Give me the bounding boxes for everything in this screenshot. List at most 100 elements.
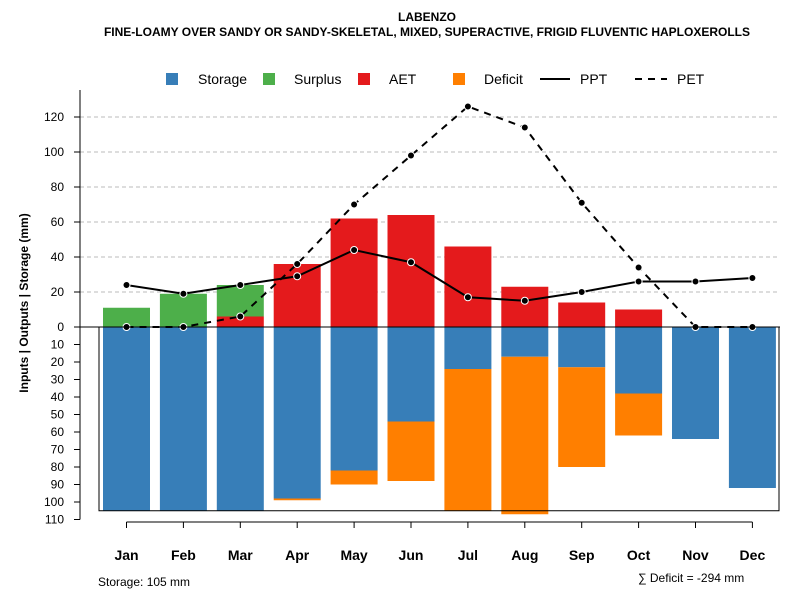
x-tick-label: Mar — [228, 547, 253, 563]
ppt-line-point — [179, 289, 188, 298]
aet-bar — [216, 316, 264, 327]
y-tick-label: 60 — [51, 425, 65, 439]
deficit-footer: ∑ Deficit = -294 mm — [638, 571, 744, 585]
ppt-line-point — [748, 274, 757, 282]
pet-line-point — [577, 198, 586, 207]
y-tick-label: 100 — [44, 145, 64, 159]
y-tick-label: 80 — [51, 180, 65, 194]
pet-line-point — [293, 260, 302, 268]
y-tick-label: 20 — [51, 355, 65, 369]
y-tick-label: 120 — [44, 110, 64, 124]
surplus-bar — [159, 293, 207, 327]
x-tick-label: May — [340, 547, 367, 563]
chart-title: LABENZO — [398, 10, 456, 24]
aet-bar — [615, 309, 663, 327]
storage-bar — [444, 327, 492, 369]
legend-label-pet: PET — [677, 71, 705, 87]
storage-bar — [501, 327, 549, 357]
legend-label-ppt: PPT — [580, 71, 608, 87]
ppt-line-point — [236, 281, 245, 289]
x-tick-label: Apr — [285, 547, 310, 563]
y-tick-label: 30 — [51, 373, 65, 387]
aet-bar — [501, 286, 549, 327]
deficit-bar — [558, 367, 606, 467]
storage-bar — [387, 327, 435, 422]
legend-swatch-aet — [358, 73, 370, 85]
storage-bar — [615, 327, 663, 394]
legend-label-surplus: Surplus — [294, 71, 341, 87]
ppt-line-point — [577, 288, 586, 296]
deficit-bar — [330, 470, 378, 485]
storage-bar — [728, 327, 776, 488]
pet-line — [126, 105, 753, 328]
deficit-bar — [387, 421, 435, 481]
storage-bar — [103, 327, 150, 511]
x-tick-label: Jul — [458, 547, 478, 563]
y-tick-label: 100 — [44, 495, 64, 509]
y-axis-label: Inputs | Outputs | Storage (mm) — [17, 213, 31, 392]
surplus-bar — [216, 285, 264, 317]
pet-line-point — [520, 123, 529, 132]
pet-line-point — [350, 200, 359, 209]
ppt-line-point — [463, 293, 472, 302]
ppt-line-point — [407, 258, 415, 267]
x-tick-label: Jun — [399, 547, 424, 563]
storage-footer: Storage: 105 mm — [98, 575, 190, 589]
lines — [122, 102, 757, 331]
y-tick-label: 50 — [51, 408, 65, 422]
ppt-line-point — [634, 277, 643, 286]
y-tick-label: 0 — [57, 320, 64, 334]
aet-bar — [558, 302, 606, 327]
y-tick-label: 60 — [51, 215, 65, 229]
storage-bar — [216, 327, 264, 511]
ppt-line — [126, 248, 753, 302]
legend: Storage Surplus AET Deficit PPT PET — [166, 71, 705, 87]
y-tick-label: 90 — [51, 478, 65, 492]
y-tick-label: 10 — [51, 338, 65, 352]
x-tick-label: Nov — [682, 547, 709, 563]
storage-bar — [558, 327, 606, 368]
storage-bar — [273, 327, 321, 499]
x-tick-label: Oct — [627, 547, 651, 563]
deficit-bar — [444, 369, 492, 511]
surplus-bar — [103, 307, 150, 327]
storage-bar — [672, 327, 719, 439]
bars — [103, 215, 776, 515]
y-tick-label: 40 — [51, 250, 65, 264]
pet-line-point — [463, 102, 472, 111]
y-tick-label: 80 — [51, 460, 65, 474]
pet-line-point — [236, 312, 245, 321]
ppt-line-point — [691, 277, 700, 286]
y-tick-label: 70 — [51, 443, 65, 457]
ppt-line-point — [520, 296, 529, 305]
legend-label-deficit: Deficit — [484, 71, 523, 87]
x-tick-label: Feb — [171, 547, 196, 563]
legend-swatch-surplus — [263, 73, 275, 85]
x-tick-label: Aug — [511, 547, 538, 563]
y-tick-label: 110 — [45, 513, 64, 527]
storage-bar — [159, 327, 207, 511]
y-tick-label: 20 — [51, 285, 65, 299]
pet-line-point — [407, 151, 415, 160]
x-tick-label: Sep — [569, 547, 595, 563]
legend-label-storage: Storage — [198, 71, 247, 87]
storage-bar — [330, 327, 378, 471]
deficit-bar — [615, 393, 663, 436]
aet-bar — [387, 215, 435, 327]
x-tick-label: Jan — [114, 547, 138, 563]
axes: 0 20 40 60 80 100 120 10 20 30 40 50 60 70 80 90 100 110 J… — [44, 90, 780, 563]
pet-line-point — [634, 263, 643, 272]
legend-label-aet: AET — [389, 71, 417, 87]
legend-swatch-storage — [166, 73, 178, 85]
chart-subtitle: FINE-LOAMY OVER SANDY OR SANDY-SKELETAL,… — [104, 25, 750, 39]
legend-swatch-deficit — [453, 73, 465, 85]
aet-bar — [330, 218, 378, 327]
deficit-bar — [273, 498, 321, 501]
x-tick-label: Dec — [740, 547, 766, 563]
ppt-line-point — [122, 281, 131, 289]
ppt-line-point — [293, 272, 302, 281]
ppt-line-point — [350, 246, 359, 254]
deficit-bar — [501, 356, 549, 515]
y-tick-label: 40 — [51, 390, 65, 404]
